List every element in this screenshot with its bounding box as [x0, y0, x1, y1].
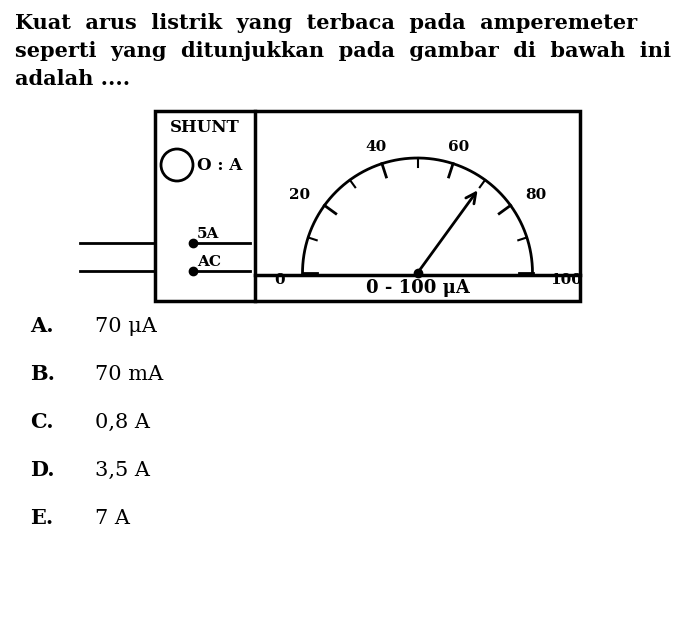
- Text: 40: 40: [366, 140, 387, 153]
- Text: 3,5 A: 3,5 A: [95, 461, 150, 479]
- Text: 5A: 5A: [197, 227, 219, 241]
- Text: E.: E.: [30, 508, 53, 528]
- Text: D.: D.: [30, 460, 55, 480]
- Bar: [155, 111, 580, 301]
- Text: 70 μA: 70 μA: [95, 317, 157, 335]
- Text: adalah ....: adalah ....: [15, 69, 130, 89]
- Text: SHUNT: SHUNT: [170, 119, 240, 136]
- Text: B.: B.: [30, 364, 55, 384]
- Text: 100: 100: [550, 273, 582, 287]
- Text: O : A: O : A: [197, 156, 242, 173]
- Text: A.: A.: [30, 316, 54, 336]
- Text: Kuat  arus  listrik  yang  terbaca  pada  amperemeter: Kuat arus listrik yang terbaca pada ampe…: [15, 13, 637, 33]
- Text: 20: 20: [289, 188, 310, 202]
- Text: AC: AC: [197, 255, 221, 269]
- Text: seperti  yang  ditunjukkan  pada  gambar  di  bawah  ini: seperti yang ditunjukkan pada gambar di …: [15, 41, 671, 61]
- Text: 0 - 100 μA: 0 - 100 μA: [365, 279, 470, 297]
- Text: C.: C.: [30, 412, 54, 432]
- Text: 70 mA: 70 mA: [95, 365, 163, 384]
- Text: 0: 0: [274, 273, 284, 287]
- Text: 7 A: 7 A: [95, 509, 130, 527]
- Text: 80: 80: [525, 188, 546, 202]
- Text: 0,8 A: 0,8 A: [95, 412, 150, 432]
- Text: 60: 60: [448, 140, 469, 153]
